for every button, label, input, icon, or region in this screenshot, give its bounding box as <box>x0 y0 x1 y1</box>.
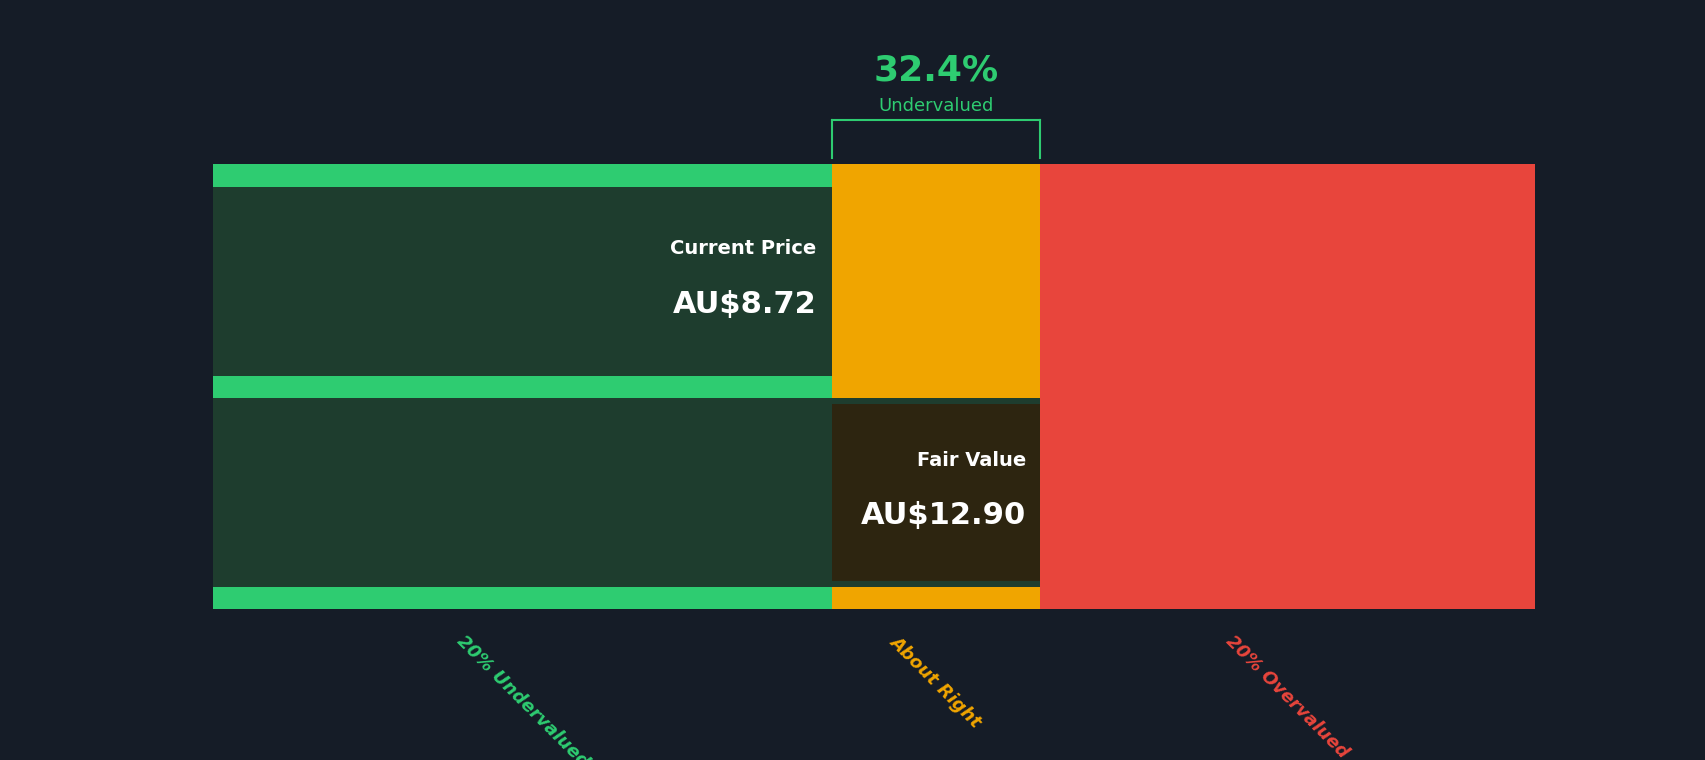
Text: 32.4%: 32.4% <box>873 54 997 87</box>
Bar <box>832 587 1038 609</box>
Bar <box>213 375 832 397</box>
Text: AU$12.90: AU$12.90 <box>861 502 1026 530</box>
Text: Fair Value: Fair Value <box>917 451 1026 470</box>
Bar <box>213 397 1038 587</box>
Bar <box>213 187 832 375</box>
Bar <box>832 404 1038 581</box>
Bar <box>1038 375 1534 397</box>
Bar <box>1038 187 1534 375</box>
Text: Undervalued: Undervalued <box>878 97 992 115</box>
Bar <box>832 375 1038 397</box>
Bar <box>213 164 832 187</box>
Bar <box>213 587 832 609</box>
Bar <box>213 187 832 375</box>
Bar <box>832 164 1038 187</box>
Text: 20% Overvalued: 20% Overvalued <box>1222 632 1352 760</box>
Bar <box>1038 587 1534 609</box>
Bar <box>213 397 832 587</box>
Text: About Right: About Right <box>887 632 984 731</box>
Bar <box>474 192 832 370</box>
Text: 20% Undervalued: 20% Undervalued <box>454 632 592 760</box>
Bar <box>832 397 1038 587</box>
Text: Current Price: Current Price <box>670 239 815 258</box>
Text: AU$8.72: AU$8.72 <box>672 290 815 319</box>
Bar <box>1038 164 1534 187</box>
Bar <box>832 187 1038 375</box>
Bar <box>1038 397 1534 587</box>
